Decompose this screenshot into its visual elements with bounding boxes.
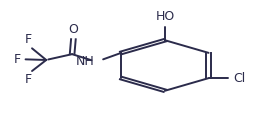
Text: F: F	[25, 33, 32, 46]
Text: NH: NH	[76, 55, 95, 68]
Text: F: F	[25, 73, 32, 86]
Text: HO: HO	[155, 10, 174, 23]
Text: F: F	[13, 53, 20, 66]
Text: Cl: Cl	[233, 72, 245, 85]
Text: O: O	[68, 23, 78, 36]
